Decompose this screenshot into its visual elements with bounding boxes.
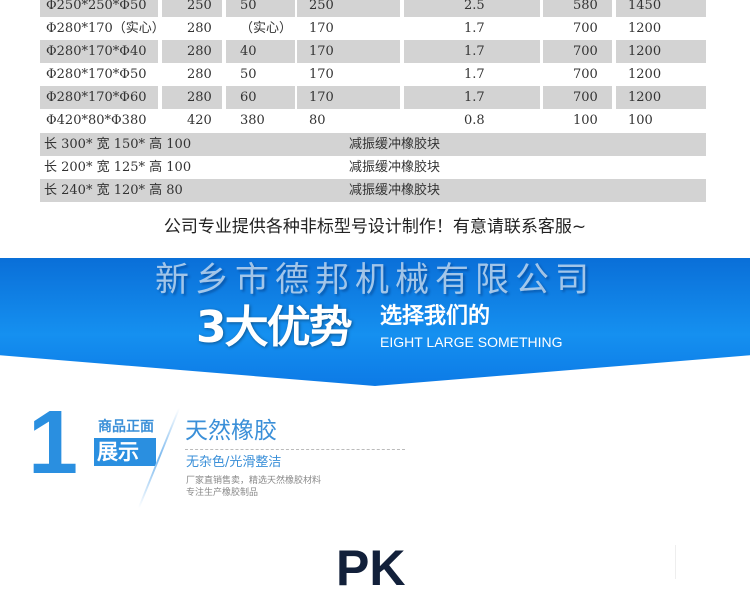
banner-english: EIGHT LARGE SOMETHING <box>380 334 563 350</box>
dashed-divider <box>185 449 405 450</box>
table-cell: 长 200* 宽 125* 高 100 <box>44 160 192 175</box>
table-cell: Φ280*170*Φ50 <box>46 67 147 82</box>
table-cell: 减振缓冲橡胶块 <box>349 160 441 175</box>
table-row: 长 240* 宽 120* 高 80 减振缓冲橡胶块 <box>40 179 706 202</box>
table-cell: 40 <box>226 40 295 63</box>
advantages-banner <box>0 258 750 386</box>
table-cell: 280 <box>187 67 212 82</box>
table-cell: 1.7 <box>464 21 485 36</box>
table-cell: 1200 <box>628 67 662 82</box>
feature-number: 1 <box>28 393 79 493</box>
table-cell: 1200 <box>616 86 706 109</box>
table-row: 长 300* 宽 150* 高 100 减振缓冲橡胶块 <box>40 133 706 156</box>
table-cell: 100 <box>573 113 598 128</box>
table-cell: 700 <box>573 67 598 82</box>
table-cell: 280 <box>162 40 222 63</box>
desc-line: 专注生产橡胶制品 <box>186 488 259 498</box>
table-cell: 420 <box>187 113 212 128</box>
table-cell: 170 <box>309 67 334 82</box>
table-row: Φ280*170*Φ40 280 40 170 1.7 700 1200 <box>40 40 706 63</box>
pk-heading: PK <box>336 540 406 596</box>
table-cell: （实心） <box>240 21 293 36</box>
table-cell: 0.8 <box>464 113 485 128</box>
table-cell: 1.7 <box>464 67 485 82</box>
table-row: Φ280*170*Φ50 280 50 170 1.7 700 1200 <box>40 63 706 86</box>
banner-title: 3大优势 <box>196 302 353 353</box>
table-cell: 280 <box>162 86 222 109</box>
table-row: Φ250*250*Φ50 250 50 250 2.5 580 1450 <box>40 0 706 17</box>
table-cell: 170 <box>309 21 334 36</box>
table-cell: Φ280*170（实心） <box>46 21 165 36</box>
table-cell: 减振缓冲橡胶块 <box>349 137 441 152</box>
table-cell: 280 <box>187 21 212 36</box>
table-cell: 1200 <box>628 21 662 36</box>
table-cell: 380 <box>240 113 265 128</box>
table-row: 长 200* 宽 125* 高 100 减振缓冲橡胶块 <box>40 156 706 179</box>
table-cell: 80 <box>309 113 326 128</box>
table-cell: 1200 <box>616 40 706 63</box>
feature-label-bottom: 展示 <box>94 438 156 466</box>
table-row: Φ280*170（实心） 280 （实心） 170 1.7 700 1200 <box>40 17 706 40</box>
table-cell: 1450 <box>616 0 706 17</box>
desc-line: 厂家直销售卖，精选天然橡胶材料 <box>186 476 322 486</box>
table-cell: 580 <box>543 0 612 17</box>
table-cell: 170 <box>297 86 400 109</box>
custom-design-note: 公司专业提供各种非标型号设计制作！有意请联系客服~ <box>163 217 587 237</box>
table-cell: 1.7 <box>404 86 540 109</box>
table-cell: 250 <box>297 0 400 17</box>
banner-subtitle: 选择我们的 <box>380 304 491 329</box>
table-cell: Φ250*250*Φ50 <box>40 0 158 17</box>
table-row: Φ420*80*Φ380 420 380 80 0.8 100 100 <box>40 109 706 132</box>
company-watermark: 新乡市德邦机械有限公司 <box>155 260 595 300</box>
table-cell: 50 <box>226 0 295 17</box>
table-cell: Φ420*80*Φ380 <box>46 113 147 128</box>
table-cell: 700 <box>543 40 612 63</box>
table-row: Φ280*170*Φ60 280 60 170 1.7 700 1200 <box>40 86 706 109</box>
feature-description: 厂家直销售卖，精选天然橡胶材料 专注生产橡胶制品 <box>186 475 321 499</box>
table-cell: 60 <box>226 86 295 109</box>
table-cell: 170 <box>297 40 400 63</box>
table-cell: 长 300* 宽 150* 高 100 <box>44 137 192 152</box>
table-cell: 100 <box>628 113 653 128</box>
feature-subtitle: 无杂色/光滑整洁 <box>186 455 282 470</box>
table-cell: 700 <box>573 21 598 36</box>
table-cell: Φ280*170*Φ60 <box>40 86 158 109</box>
table-cell: 2.5 <box>404 0 540 17</box>
table-cell: 1.7 <box>404 40 540 63</box>
table-cell: 减振缓冲橡胶块 <box>349 183 441 198</box>
feature-label-top: 商品正面 <box>98 419 154 435</box>
table-cell: 长 240* 宽 120* 高 80 <box>44 183 183 198</box>
table-cell: Φ280*170*Φ40 <box>40 40 158 63</box>
feature-title: 天然橡胶 <box>185 418 277 444</box>
divider-line <box>675 545 676 579</box>
table-cell: 50 <box>240 67 257 82</box>
table-cell: 700 <box>543 86 612 109</box>
table-cell: 250 <box>162 0 222 17</box>
